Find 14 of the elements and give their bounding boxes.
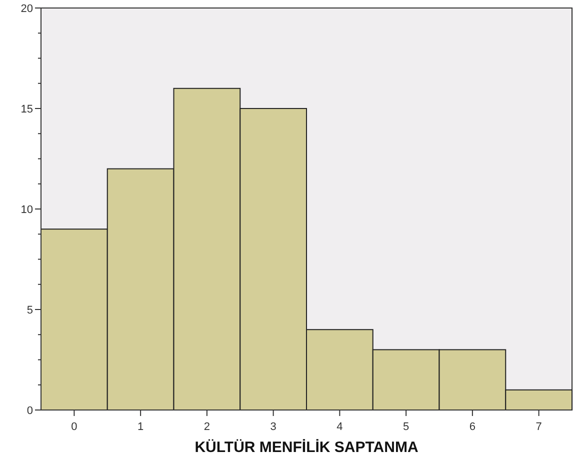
x-tick-label: 3 (270, 421, 276, 433)
y-tick-label: 5 (26, 304, 33, 316)
y-tick-label: 10 (20, 204, 33, 216)
y-tick-label: 0 (26, 404, 33, 417)
y-tick-label: 15 (20, 103, 33, 116)
x-tick-label: 2 (204, 421, 210, 433)
x-tick-label: 4 (336, 421, 343, 433)
x-tick-label: 5 (403, 421, 410, 433)
x-tick-label: 7 (536, 421, 542, 433)
x-tick-label: 0 (71, 421, 78, 433)
x-tick-label: 1 (138, 421, 144, 433)
x-tick-label: 6 (469, 421, 476, 433)
x-axis-title: KÜLTÜR MENFİLİK SAPTANMA (194, 439, 418, 456)
y-tick-label: 20 (20, 2, 33, 15)
